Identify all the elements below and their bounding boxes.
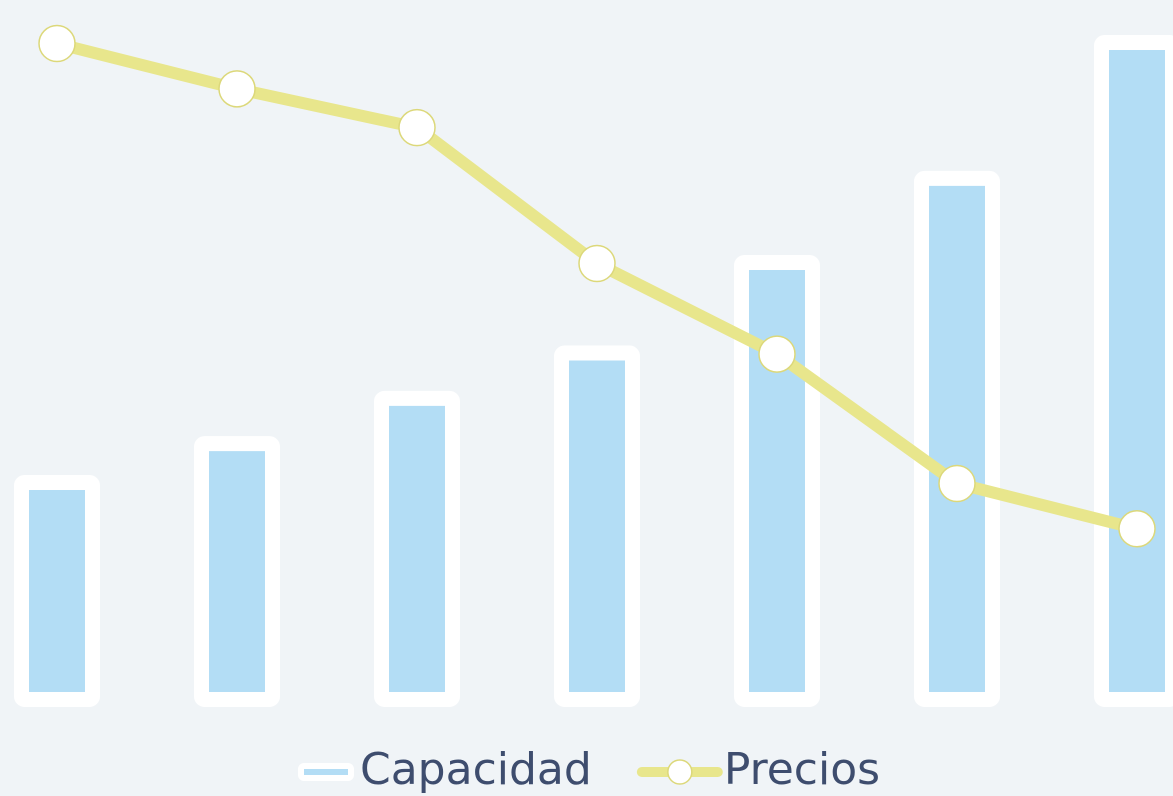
legend-swatch (298, 763, 354, 781)
bar (554, 345, 640, 707)
bar (734, 254, 820, 707)
bar (1094, 35, 1173, 707)
point (758, 335, 796, 373)
point (578, 244, 616, 283)
legend-label: Precios (724, 744, 880, 795)
bar (194, 436, 280, 708)
point (398, 108, 436, 147)
legend-label: Capacidad (360, 744, 592, 795)
point (38, 24, 76, 63)
bar (14, 474, 100, 707)
point (938, 464, 976, 503)
legend-item: Precios (636, 744, 880, 795)
bar (374, 390, 460, 707)
legend-item: Capacidad (298, 744, 592, 795)
bar (914, 170, 1000, 707)
point (1118, 510, 1156, 548)
legend-marker (667, 759, 693, 785)
point (218, 70, 256, 108)
